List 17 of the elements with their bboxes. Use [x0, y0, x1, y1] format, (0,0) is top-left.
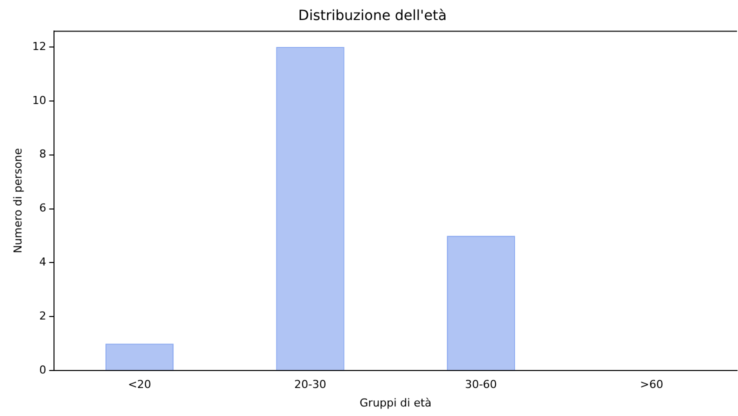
y-tick-label: 10 [32, 94, 46, 107]
y-tick-label: 12 [32, 40, 46, 53]
x-tick-label: >60 [640, 378, 664, 392]
bar [105, 344, 174, 370]
x-tick-label: 30-60 [464, 378, 497, 392]
y-tick-label: 2 [39, 310, 46, 323]
y-tick-label: 0 [39, 363, 46, 376]
x-tick-label: 20-30 [294, 378, 326, 392]
bar [446, 236, 516, 370]
chart-title: Distribuzione dell'età [298, 8, 447, 24]
y-tick-label: 4 [39, 256, 46, 269]
bar [276, 46, 344, 370]
x-tick-label: <20 [128, 378, 152, 392]
y-tick-label: 6 [39, 202, 46, 215]
x-axis-title: Gruppi di età [360, 396, 432, 410]
y-axis-title: Numero di persone [11, 148, 24, 254]
y-tick-label: 8 [39, 148, 46, 161]
